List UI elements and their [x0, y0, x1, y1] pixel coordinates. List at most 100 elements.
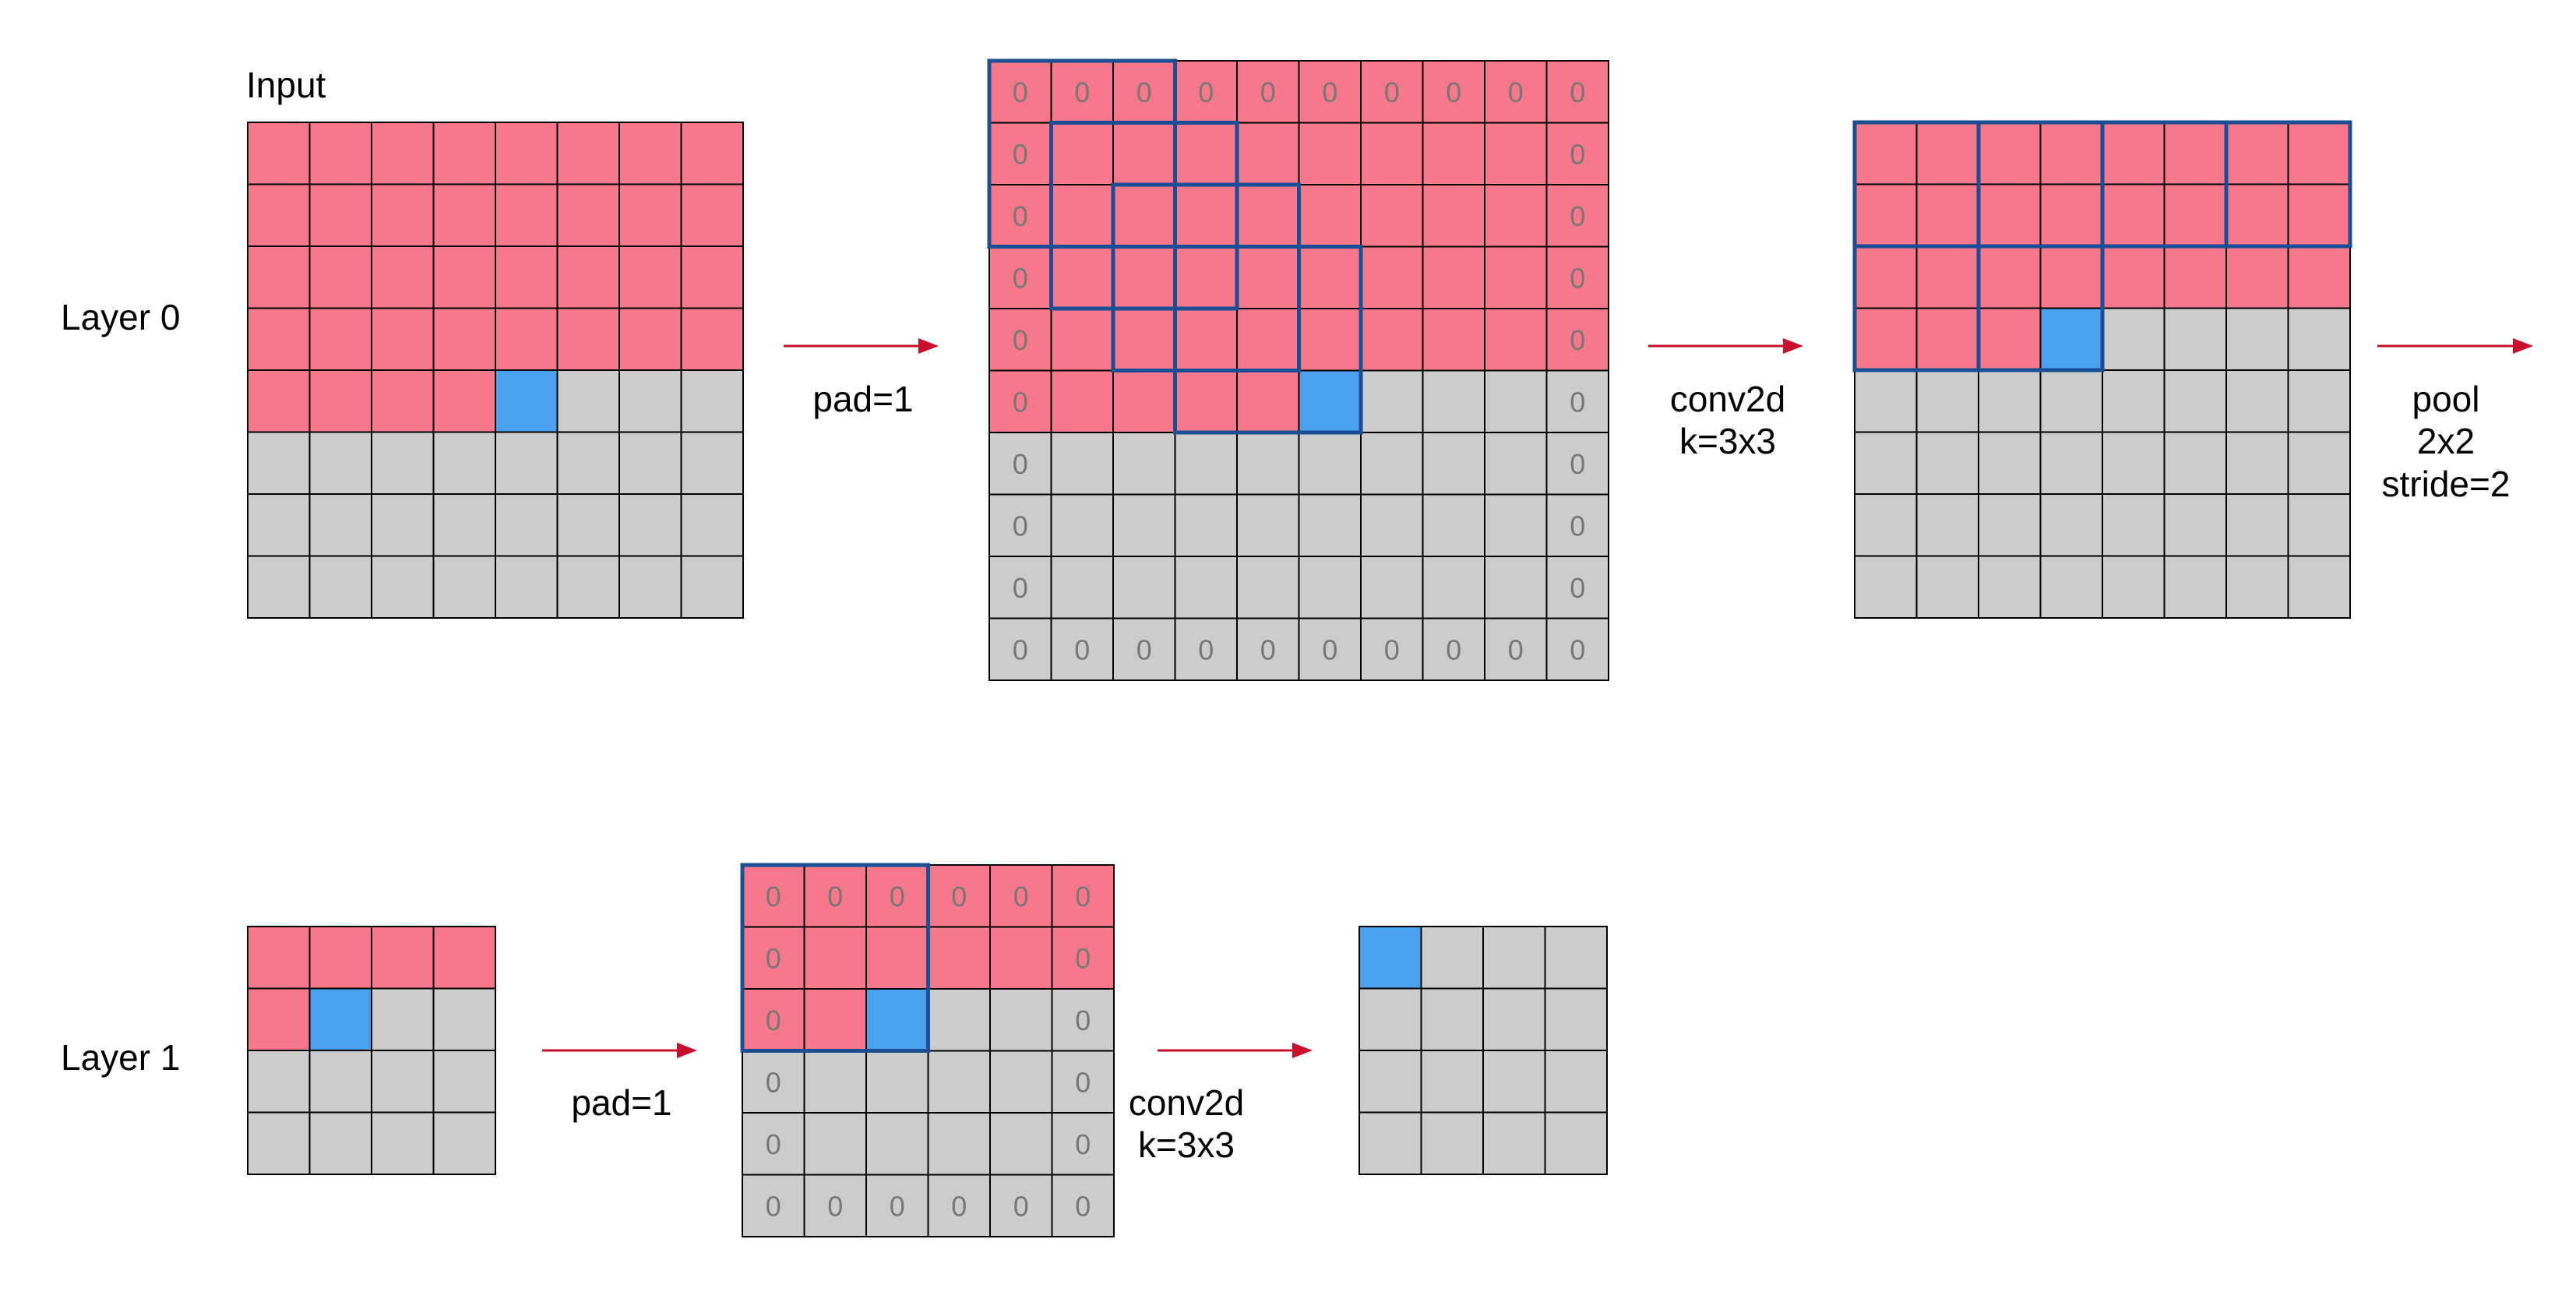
arrow-conv-layer-1	[1158, 1043, 1313, 1058]
input-label: Input	[246, 65, 326, 105]
pad-zero-text: 0	[1570, 572, 1585, 604]
cell-unvisited	[1484, 556, 1548, 620]
kernel-window-outline	[987, 58, 1177, 249]
pad-zero-text: 0	[1074, 76, 1090, 108]
pad-zero-text: 0	[1013, 138, 1028, 170]
cell-visited	[1545, 308, 1609, 372]
cell-visited	[247, 245, 311, 309]
cell-unvisited	[988, 432, 1052, 496]
cell-unvisited	[803, 1112, 867, 1176]
cell-unvisited	[1174, 432, 1238, 496]
grid-l1-padded: 0 0 0 0 0 0 0 0 0 0 0 0 0 0 0 0 0 0 0 0	[740, 863, 1115, 1237]
pad-zero-text: 0	[1570, 510, 1585, 542]
cell-visited	[308, 307, 372, 371]
cell-unvisited	[2287, 369, 2351, 433]
cell-visited	[1050, 60, 1114, 124]
cell-unvisited	[927, 988, 991, 1052]
arrow-conv-layer-0	[1648, 338, 1803, 354]
cell-visited	[308, 245, 372, 309]
cell-unvisited	[618, 555, 682, 619]
cell-unvisited	[1298, 493, 1362, 557]
arrow-head	[1292, 1043, 1313, 1058]
cell-visited	[2225, 122, 2289, 185]
cell-unvisited	[618, 369, 682, 433]
arrow-pool-layer-0	[2377, 338, 2533, 354]
cell-visited	[618, 307, 682, 371]
cell-visited	[1174, 122, 1238, 185]
cell-unvisited	[1112, 493, 1176, 557]
cell-visited	[1112, 369, 1176, 433]
cell-unvisited	[1482, 987, 1546, 1051]
cell-unvisited	[927, 1112, 991, 1176]
cell-unvisited	[371, 431, 435, 495]
cell-unvisited	[432, 555, 496, 619]
layer-0-label: Layer 0	[61, 297, 181, 337]
cell-unvisited	[927, 1050, 991, 1114]
cell-unvisited	[680, 431, 744, 495]
cell-unvisited	[1051, 988, 1115, 1052]
cell-visited	[1978, 183, 2042, 247]
cell-visited	[308, 926, 372, 990]
cell-unvisited	[1051, 1174, 1115, 1237]
cell-visited	[1298, 184, 1362, 248]
cell-unvisited	[1174, 556, 1238, 620]
cell-unvisited	[2287, 555, 2351, 619]
cell-unvisited	[1978, 369, 2042, 433]
cell-visited	[1360, 122, 1424, 185]
cell-unvisited	[1915, 431, 1979, 495]
cell-unvisited	[2225, 431, 2289, 495]
cell-visited	[1360, 308, 1424, 372]
pad-zero-text: 0	[1322, 634, 1337, 665]
pad-zero-text: 0	[1508, 634, 1524, 665]
pad-zero-text: 0	[1013, 881, 1029, 913]
cell-unvisited	[1112, 556, 1176, 620]
cell-unvisited	[556, 493, 620, 557]
cell-visited	[371, 369, 435, 433]
cell-unvisited	[1236, 617, 1300, 681]
cell-unvisited	[1420, 987, 1484, 1051]
cell-unvisited	[1420, 1111, 1484, 1175]
cell-unvisited	[989, 1174, 1053, 1237]
pad-zero-text: 0	[766, 1066, 781, 1098]
arrow-head	[2513, 338, 2533, 354]
pad-zero-text: 0	[951, 1190, 967, 1222]
cell-unvisited	[432, 493, 496, 557]
pad-zero-text: 0	[1570, 138, 1585, 170]
pool-label-line-3: stride=2	[2381, 463, 2511, 504]
cell-visited	[556, 245, 620, 309]
cell-unvisited	[371, 493, 435, 557]
cell-visited	[247, 307, 311, 371]
grid-l0-conv	[1852, 120, 2352, 619]
cell-visited	[1050, 184, 1114, 248]
cell-visited	[432, 122, 496, 185]
pad-zero-text: 0	[1013, 634, 1028, 665]
cell-unvisited	[2039, 369, 2103, 433]
cell-visited	[247, 122, 311, 185]
cell-visited	[1174, 308, 1238, 372]
cell-unvisited	[371, 987, 435, 1051]
pad-zero-text: 0	[1260, 76, 1276, 108]
pad-zero-text: 0	[1322, 76, 1337, 108]
cell-unvisited	[1482, 1111, 1546, 1175]
cell-visited	[1050, 245, 1114, 309]
cell-unvisited	[308, 1050, 372, 1114]
cell-unvisited	[247, 555, 311, 619]
cell-unvisited	[1358, 987, 1422, 1051]
kernel-window-outline	[1173, 245, 1363, 435]
pad-zero-text: 0	[1260, 634, 1276, 665]
cell-unvisited	[989, 1050, 1053, 1114]
cell-unvisited	[2287, 431, 2351, 495]
pad-zero-text: 0	[1570, 262, 1585, 294]
cell-unvisited	[1236, 556, 1300, 620]
cell-unvisited	[1236, 432, 1300, 496]
conv-label-layer-1-line-2: k=3x3	[1137, 1124, 1235, 1166]
cell-visited	[1854, 122, 1918, 185]
cell-visited	[308, 183, 372, 247]
cell-unvisited	[989, 988, 1053, 1052]
cell-unvisited	[247, 1050, 311, 1114]
cell-unvisited	[989, 1112, 1053, 1176]
cell-visited	[1298, 308, 1362, 372]
cell-unvisited	[1484, 493, 1548, 557]
cell-unvisited	[2039, 555, 2103, 619]
cell-unvisited	[2102, 555, 2165, 619]
